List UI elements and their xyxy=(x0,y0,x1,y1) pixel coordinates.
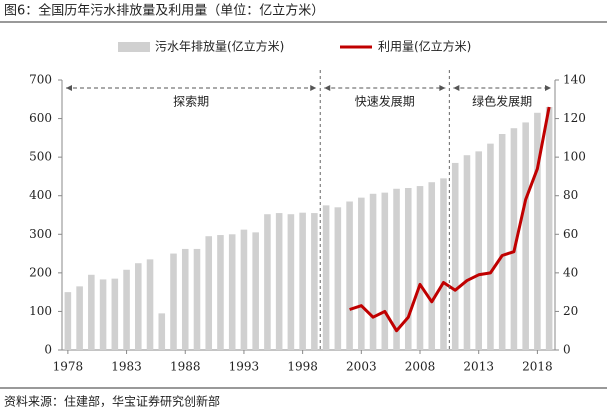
bar xyxy=(111,278,119,350)
y-tick-label: 200 xyxy=(29,265,52,279)
bar xyxy=(358,197,365,350)
bar xyxy=(463,155,471,350)
x-tick-label: 1988 xyxy=(170,360,201,374)
period-label: 探索期 xyxy=(173,95,209,109)
bar xyxy=(228,234,236,350)
bar xyxy=(158,313,166,350)
x-tick-label: 2018 xyxy=(522,360,553,374)
bar xyxy=(475,151,482,350)
line xyxy=(349,106,551,333)
bar xyxy=(275,213,283,350)
bar xyxy=(322,205,330,350)
bar xyxy=(217,235,224,350)
y2-tick-label: 80 xyxy=(563,188,578,202)
bar xyxy=(76,286,83,350)
x-tick-label: 2013 xyxy=(463,360,494,374)
period-label: 快速发展期 xyxy=(355,94,415,109)
y2-tick-label: 40 xyxy=(563,265,578,279)
bar xyxy=(428,182,436,350)
bar xyxy=(299,212,306,350)
x-tick-label: 1998 xyxy=(287,360,318,374)
y2-tick-label: 60 xyxy=(563,227,578,241)
bar xyxy=(99,279,107,350)
bar xyxy=(123,269,130,350)
bar xyxy=(404,188,412,350)
y-tick-label: 0 xyxy=(44,343,52,357)
bar xyxy=(451,162,459,350)
bar xyxy=(88,274,95,350)
bar xyxy=(498,134,506,350)
y-tick-label: 700 xyxy=(29,73,52,87)
bar xyxy=(181,248,189,350)
y2-tick-label: 0 xyxy=(563,343,571,357)
chart-title: 图6：全国历年污水排放量及利用量（单位：亿立方米） xyxy=(4,3,324,19)
bar xyxy=(64,292,72,350)
bar xyxy=(393,188,400,350)
x-tick-label: 1993 xyxy=(229,360,260,374)
y2-tick-label: 140 xyxy=(563,73,586,87)
y2-tick-label: 100 xyxy=(563,150,586,164)
bar xyxy=(311,213,318,350)
bar xyxy=(534,112,541,351)
bar xyxy=(287,214,295,350)
bar xyxy=(252,232,259,350)
y-tick-label: 600 xyxy=(29,111,52,125)
legend-swatch xyxy=(118,42,150,52)
y2-tick-label: 120 xyxy=(563,111,586,125)
bar xyxy=(240,229,248,350)
bar xyxy=(440,178,447,350)
bar xyxy=(545,107,553,350)
bar xyxy=(334,207,342,350)
y-tick-label: 500 xyxy=(29,150,52,164)
bar xyxy=(346,201,353,350)
bar xyxy=(487,143,494,350)
bar xyxy=(193,248,201,350)
arrow-head xyxy=(324,85,446,91)
y2-tick-label: 20 xyxy=(563,304,578,318)
bar xyxy=(381,192,389,350)
x-tick-label: 1978 xyxy=(53,360,84,374)
source: 资料来源：住建部，华宝证券研究创新部 xyxy=(4,394,220,409)
y-tick-label: 100 xyxy=(29,304,52,318)
bar xyxy=(135,263,142,350)
y-tick-label: 400 xyxy=(29,188,52,202)
bar xyxy=(146,259,154,350)
bar xyxy=(170,253,177,350)
bar xyxy=(510,128,518,350)
x-tick-label: 2008 xyxy=(405,360,436,374)
bar xyxy=(522,122,529,350)
bar xyxy=(264,214,271,350)
x-tick-label: 1983 xyxy=(111,360,142,374)
legend-label: 污水年排放量(亿立方米) xyxy=(155,39,284,54)
legend-label: 利用量(亿立方米) xyxy=(378,39,471,54)
bar xyxy=(369,193,377,350)
bar xyxy=(416,186,424,350)
y-tick-label: 300 xyxy=(29,227,52,241)
period-label: 绿色发展期 xyxy=(472,94,532,109)
bar xyxy=(205,236,213,350)
x-tick-label: 2003 xyxy=(346,360,377,374)
